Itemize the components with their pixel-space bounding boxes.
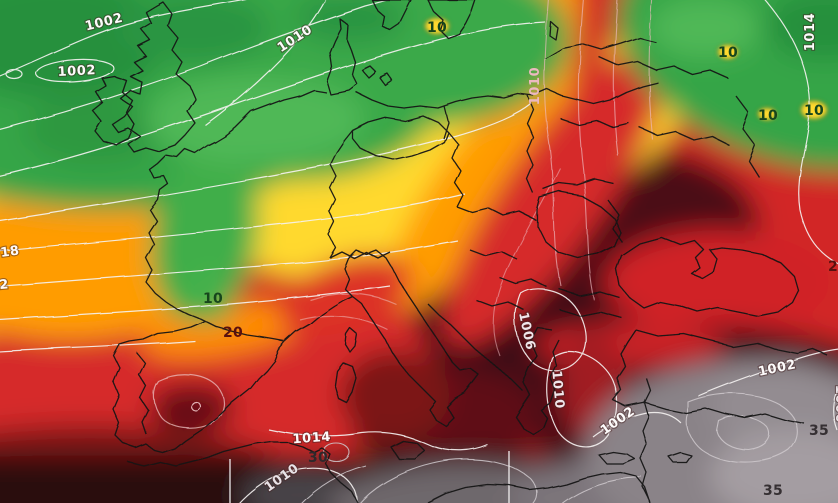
isobar-label: 1002 bbox=[57, 63, 96, 80]
isobar-lines-pink bbox=[493, 0, 654, 357]
isobar-label: 1022 bbox=[0, 277, 10, 295]
isobar-label: 1010 bbox=[548, 370, 566, 410]
temperature-label: 10 bbox=[203, 291, 223, 307]
temperature-label: 20 bbox=[828, 259, 838, 275]
small-warm-patches bbox=[424, 17, 828, 121]
temperature-label: 30 bbox=[308, 450, 328, 466]
temperature-label: 10 bbox=[758, 108, 778, 124]
temperature-label: 10 bbox=[427, 20, 447, 36]
temperature-label: 35 bbox=[763, 483, 783, 499]
country-borders bbox=[91, 0, 829, 503]
temperature-labels: 10101010102020303535 bbox=[203, 20, 838, 499]
temperature-label: 20 bbox=[223, 325, 243, 341]
meridian-artifact-lines bbox=[229, 451, 510, 503]
isobar-label: 1000 bbox=[832, 385, 838, 424]
temperature-label: 10 bbox=[718, 45, 738, 61]
temperature-label: 10 bbox=[804, 103, 824, 119]
isobar-label: 1010 bbox=[528, 67, 543, 106]
temperature-label: 35 bbox=[809, 423, 829, 439]
isobar-label: 1014 bbox=[803, 13, 818, 52]
isobar-label: 1014 bbox=[292, 430, 332, 448]
